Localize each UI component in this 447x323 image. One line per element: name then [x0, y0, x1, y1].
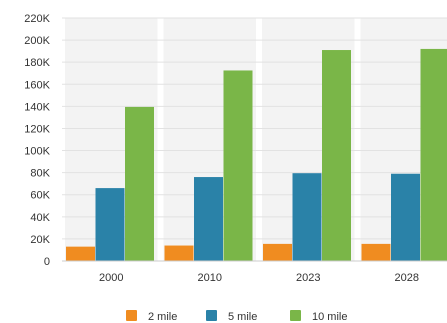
x-tick-label: 2010: [198, 272, 222, 284]
x-tick-label: 2028: [395, 272, 419, 284]
y-tick-label: 160K: [24, 79, 50, 91]
x-axis-ticks: 2000 2010 2023 2028: [62, 260, 447, 284]
bar: [322, 50, 351, 262]
bar: [194, 177, 223, 261]
y-tick-label: 140K: [24, 101, 50, 113]
legend-swatch: [206, 310, 217, 321]
bar: [125, 106, 154, 261]
y-tick-label: 200K: [24, 35, 50, 47]
legend-swatch: [126, 310, 137, 321]
y-tick-label: 40K: [30, 212, 50, 224]
legend-label: 5 mile: [228, 311, 257, 323]
legend-swatch: [290, 310, 301, 321]
bars: [66, 48, 447, 262]
y-tick-label: 120K: [24, 123, 50, 135]
y-tick-label: 60K: [30, 190, 50, 202]
x-tick-label: 2023: [296, 272, 320, 284]
y-tick-label: 180K: [24, 57, 50, 69]
bar: [223, 70, 253, 261]
bar: [361, 243, 391, 261]
legend: 2 mile 5 mile 10 mile: [126, 310, 347, 323]
bar: [164, 245, 194, 261]
x-tick-label: 2000: [99, 272, 123, 284]
y-tick-label: 20K: [30, 234, 50, 246]
y-axis-ticks: 0 20K 40K 60K 80K 100K 120K 140K 160K 180K 200K 220…: [24, 13, 50, 268]
y-tick-label: 220K: [24, 13, 50, 25]
bar: [95, 188, 125, 261]
legend-label: 10 mile: [312, 311, 347, 323]
y-tick-label: 0: [44, 256, 50, 268]
bar: [391, 173, 420, 261]
y-tick-label: 100K: [24, 146, 50, 158]
legend-label: 2 mile: [148, 311, 177, 323]
bar: [66, 246, 95, 261]
bar: [420, 48, 447, 261]
bar: [263, 243, 292, 261]
y-tick-label: 80K: [30, 168, 50, 180]
bar: [292, 173, 322, 261]
